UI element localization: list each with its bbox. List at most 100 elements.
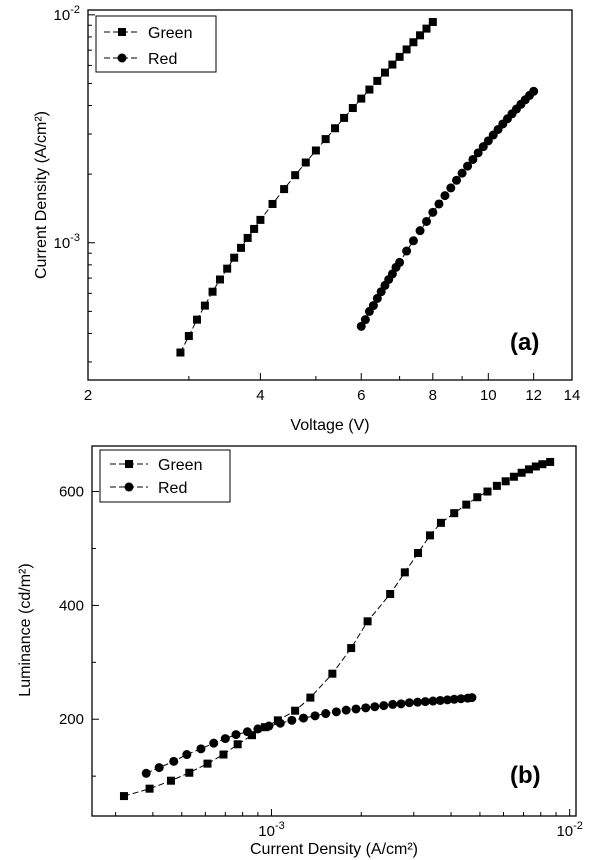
data-point-green-a [243, 233, 252, 242]
panel-label-a: (a) [510, 329, 539, 356]
data-point-green-a [200, 301, 209, 310]
data-point-red-a [457, 168, 467, 178]
data-point-green-b [185, 768, 194, 777]
data-point-green-a [321, 135, 330, 144]
data-point-red-b [220, 734, 230, 744]
plot-frame-b [91, 445, 577, 817]
series-line-green-b [123, 461, 551, 797]
data-point-red-a [478, 142, 488, 152]
legend-b: Green Red [99, 449, 231, 503]
legend-marker-red-a [117, 53, 127, 63]
data-point-green-b [538, 460, 547, 469]
data-point-green-b [203, 759, 212, 768]
data-point-red-b [242, 727, 252, 737]
panel-b: 10-3 10-2 200 400 600 (b) Current Density (A… [17, 445, 583, 858]
data-point-red-b [361, 703, 371, 713]
data-point-red-b [331, 707, 341, 717]
data-point-green-a [268, 199, 277, 208]
y-tick-label-b: 200 [59, 711, 84, 728]
data-point-red-b [467, 693, 477, 703]
data-point-red-a [395, 257, 405, 267]
data-point-red-b [351, 704, 361, 714]
data-point-red-b [264, 721, 274, 731]
data-point-green-a [331, 124, 340, 133]
data-point-green-a [357, 94, 366, 103]
data-point-green-a [237, 243, 246, 252]
data-point-green-a [409, 38, 418, 47]
data-point-green-b [501, 477, 510, 486]
data-point-green-a [348, 104, 357, 113]
legend-box-b [99, 449, 231, 503]
data-point-red-a [415, 226, 425, 236]
data-point-green-b [119, 792, 128, 801]
data-point-green-b [414, 549, 423, 558]
data-point-green-a [402, 45, 411, 54]
data-point-red-b [209, 738, 219, 748]
data-point-green-b [450, 509, 459, 518]
panel-label-b: (b) [510, 762, 541, 789]
data-point-green-b [247, 731, 256, 740]
data-point-green-b [509, 472, 518, 481]
data-point-green-b [400, 568, 409, 577]
y-axis-label-a: Current Density (A/cm²) [33, 111, 50, 279]
data-point-red-a [408, 236, 418, 246]
data-point-green-b [462, 500, 471, 509]
data-point-green-b [483, 487, 492, 496]
data-point-red-b [275, 718, 285, 728]
data-point-green-a [215, 275, 224, 284]
legend-box-a [95, 15, 217, 73]
data-point-green-a [380, 68, 389, 77]
x-tick-label-a: 10 [480, 387, 497, 404]
data-point-red-a [372, 293, 382, 303]
data-point-red-b [287, 715, 297, 725]
data-point-green-a [395, 52, 404, 61]
data-point-red-b [321, 709, 331, 719]
plot-frame-a [87, 9, 573, 381]
data-point-green-b [347, 644, 356, 653]
data-point-green-a [373, 76, 382, 85]
data-point-red-b [141, 768, 151, 778]
data-point-red-b [449, 694, 459, 704]
legend-marker-green-b [125, 460, 133, 468]
legend-label-green-a: Green [148, 25, 192, 42]
axis-ticks-b: 10-3 10-2 200 400 600 [59, 484, 583, 840]
data-point-red-b [154, 763, 164, 773]
x-tick-label-a: 4 [256, 387, 264, 404]
series-line-red-a [360, 90, 535, 327]
data-point-green-a [311, 146, 320, 155]
data-point-red-b [379, 701, 389, 711]
data-point-green-b [219, 750, 228, 759]
data-point-red-b [231, 730, 241, 740]
data-point-green-a [176, 348, 185, 357]
legend-marker-green-a [118, 28, 126, 36]
data-point-green-b [531, 462, 540, 471]
data-point-green-a [291, 171, 300, 180]
data-point-green-a [280, 185, 289, 194]
data-point-green-b [233, 740, 242, 749]
data-point-green-a [184, 331, 193, 340]
data-point-green-b [386, 590, 395, 598]
data-point-red-a [473, 148, 483, 158]
data-point-red-a [434, 199, 444, 209]
data-point-red-a [360, 315, 370, 325]
data-point-red-a [529, 86, 539, 96]
data-point-red-b [413, 697, 423, 707]
legend-label-red-a: Red [148, 51, 177, 68]
data-point-green-a [422, 24, 431, 33]
data-point-green-a [365, 85, 374, 94]
panel-a: 2 4 6 8 10 12 14 10-3 10-2 (a) Voltage (V) Curre… [33, 4, 580, 434]
data-point-red-a [402, 246, 412, 256]
data-point-green-b [492, 481, 501, 490]
y-tick-label-a: 10-3 [54, 232, 80, 252]
data-point-green-b [546, 457, 555, 466]
axis-ticks-a: 2 4 6 8 10 12 14 10-3 10-2 [54, 4, 581, 404]
x-tick-label-a: 6 [357, 387, 365, 404]
data-point-green-a [193, 315, 202, 324]
data-point-red-a [463, 161, 473, 171]
x-tick-label-b: 10-3 [258, 820, 284, 840]
data-point-green-b [291, 706, 300, 715]
x-tick-label-b: 10-2 [556, 820, 582, 840]
data-point-green-b [306, 693, 315, 702]
data-point-red-b [396, 699, 406, 709]
data-point-red-b [388, 699, 398, 709]
